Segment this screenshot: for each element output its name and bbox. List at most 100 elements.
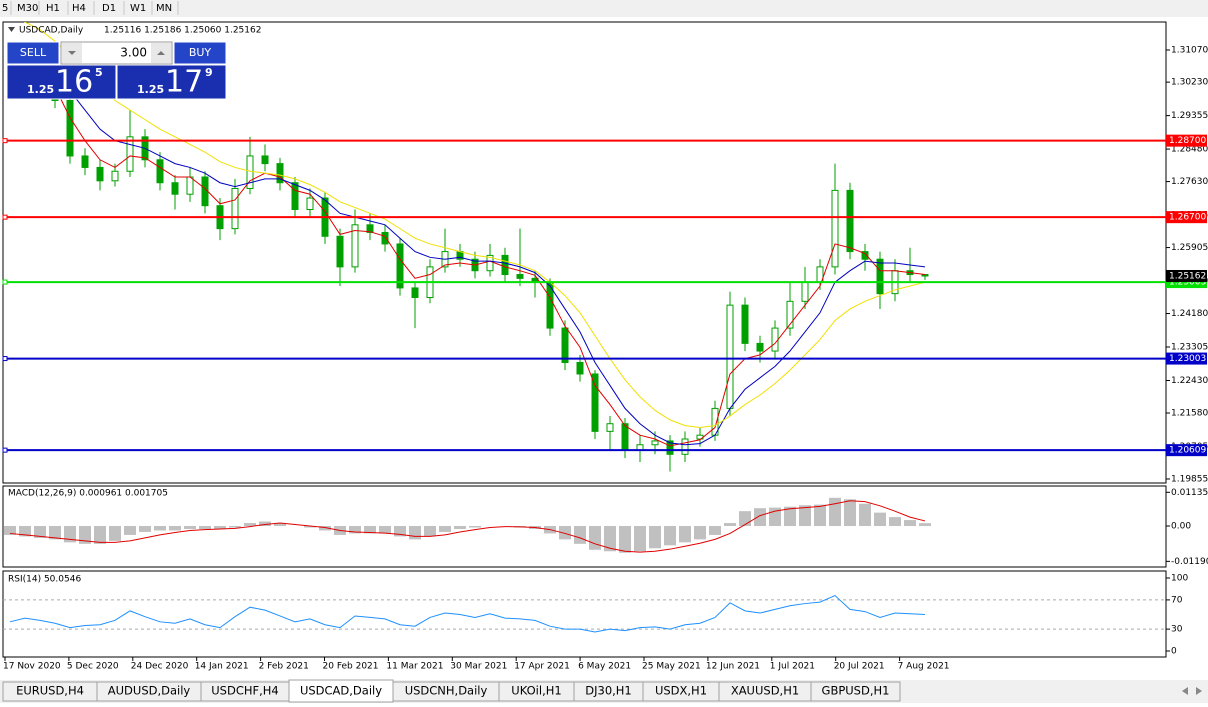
x-tick-label: 1 Jul 2021 xyxy=(770,662,815,672)
tab-label[interactable]: DJ30,H1 xyxy=(585,684,632,698)
macd-bar xyxy=(229,526,241,528)
macd-bar xyxy=(169,526,181,531)
macd-bar xyxy=(154,526,166,531)
rsi-line xyxy=(9,594,926,633)
tab-label[interactable]: USDX,H1 xyxy=(655,684,707,698)
timeframe-button[interactable]: 5 xyxy=(2,3,8,14)
macd-bar xyxy=(619,526,631,553)
candle-body xyxy=(861,251,869,260)
level-handle[interactable] xyxy=(2,447,8,453)
candle-body xyxy=(756,342,764,352)
macd-bar xyxy=(319,526,331,531)
candle-body xyxy=(876,258,884,295)
macd-bar xyxy=(754,508,766,527)
tab-label[interactable]: GBPUSD,H1 xyxy=(822,684,890,698)
level-price-box xyxy=(1166,134,1207,147)
macd-bar xyxy=(439,526,451,532)
macd-bar xyxy=(19,526,31,537)
macd-bar xyxy=(4,526,16,535)
lots-up-arrow xyxy=(157,51,165,55)
y-tick-label: 1.31070 xyxy=(1171,45,1208,55)
indicator-title: RSI(14) 50.0546 xyxy=(8,575,81,585)
current-price-box xyxy=(1166,269,1207,282)
candle-body xyxy=(516,274,524,279)
macd-bar xyxy=(634,526,646,552)
y-tick-label: 0.01135 xyxy=(1171,488,1208,498)
level-price-box xyxy=(1166,444,1207,457)
y-tick-label: 1.28480 xyxy=(1171,145,1208,155)
macd-bar xyxy=(304,526,316,528)
candle-body xyxy=(666,440,674,455)
timeframe-button[interactable]: D1 xyxy=(102,3,116,14)
y-tick-label: 30 xyxy=(1171,625,1183,635)
timeframe-button[interactable]: W1 xyxy=(130,3,146,14)
level-handle[interactable] xyxy=(2,138,8,144)
sell-label[interactable]: SELL xyxy=(20,46,47,59)
candle-body xyxy=(381,231,389,245)
macd-bar xyxy=(184,526,196,529)
candle-body xyxy=(171,182,179,195)
toolbar xyxy=(0,0,1208,17)
candle-body xyxy=(771,327,779,352)
macd-bar xyxy=(874,512,886,527)
candle-body xyxy=(66,99,74,157)
chart-window xyxy=(0,17,1208,680)
buy-button[interactable] xyxy=(173,41,227,65)
macd-bar xyxy=(679,526,691,543)
timeframe-button[interactable]: H4 xyxy=(72,3,86,14)
x-tick-label: 2 Feb 2021 xyxy=(259,662,309,672)
macd-bar xyxy=(64,526,76,543)
candle-body xyxy=(561,327,569,364)
level-handle[interactable] xyxy=(2,279,8,285)
macd-bar xyxy=(814,504,826,527)
macd-bar xyxy=(709,526,721,535)
candle-body xyxy=(186,176,194,195)
level-price-label: 1.26700 xyxy=(1169,213,1206,223)
lots-value[interactable]: 3.00 xyxy=(120,46,147,60)
tab[interactable] xyxy=(810,681,901,702)
y-tick-label: 1.19855 xyxy=(1171,474,1208,484)
timeframe-button[interactable]: H1 xyxy=(46,3,60,14)
tab-label[interactable]: USDCHF,H4 xyxy=(211,684,278,698)
candle-body xyxy=(786,300,794,329)
ask-box[interactable] xyxy=(116,64,227,100)
level-handle[interactable] xyxy=(2,356,8,362)
candle-body xyxy=(291,182,299,211)
macd-bar xyxy=(859,503,871,527)
tab-label[interactable]: EURUSD,H4 xyxy=(16,684,84,698)
bid-box[interactable] xyxy=(6,64,117,100)
macd-bar xyxy=(274,523,286,527)
lots-input[interactable] xyxy=(60,41,173,65)
macd-signal xyxy=(9,500,926,553)
timeframe-button[interactable]: MN xyxy=(156,3,172,14)
sell-button[interactable] xyxy=(6,41,60,65)
tab-label[interactable]: AUDUSD,Daily xyxy=(108,684,191,698)
buy-label[interactable]: BUY xyxy=(189,46,212,59)
timeframe-button[interactable]: M30 xyxy=(17,3,38,14)
candle-body xyxy=(411,287,419,298)
tab-scroll-left[interactable] xyxy=(1182,687,1188,695)
tab-label[interactable]: UKOil,H1 xyxy=(511,684,561,698)
x-tick-label: 24 Dec 2020 xyxy=(131,662,189,672)
bid-small: 5 xyxy=(95,66,103,79)
candle-body xyxy=(831,189,839,268)
tab-label[interactable]: USDCNH,Daily xyxy=(405,684,488,698)
candle-body xyxy=(801,281,809,302)
macd-bar xyxy=(49,526,61,540)
x-tick-label: 20 Feb 2021 xyxy=(323,662,379,672)
candle-body xyxy=(501,254,509,276)
moving-average xyxy=(9,44,926,446)
macd-bar xyxy=(139,526,151,532)
candle-body xyxy=(351,224,359,268)
level-price-box xyxy=(1166,352,1207,365)
candle-body xyxy=(681,438,689,455)
tab-label[interactable]: USDCAD,Daily xyxy=(300,684,382,698)
level-handle[interactable] xyxy=(2,214,8,220)
candle-body xyxy=(621,423,629,451)
tab-scroll-right[interactable] xyxy=(1196,687,1202,695)
tab-label[interactable]: XAUUSD,H1 xyxy=(731,684,799,698)
price-panel xyxy=(2,21,1167,484)
macd-bar xyxy=(34,526,46,538)
y-tick-label: 1.30230 xyxy=(1171,78,1208,88)
